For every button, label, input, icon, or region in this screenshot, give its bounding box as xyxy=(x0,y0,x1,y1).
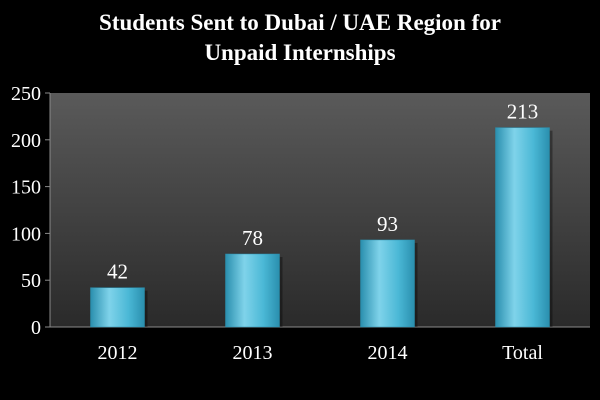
bar-2012 xyxy=(90,287,145,328)
x-tick-label-2014: 2014 xyxy=(368,342,408,364)
y-tick-label-200: 200 xyxy=(11,130,41,152)
data-label-total: 213 xyxy=(507,100,539,124)
x-axis-ticks: 2012 2013 2014 Total xyxy=(98,342,544,364)
y-tick-label-50: 50 xyxy=(21,270,41,292)
bar-2013 xyxy=(225,253,280,328)
bar-total xyxy=(495,127,550,328)
y-tick-label-250: 250 xyxy=(11,83,41,105)
y-tick-label-0: 0 xyxy=(31,317,41,339)
bars-group: 42 78 93 213 xyxy=(90,100,553,328)
x-tick-label-2012: 2012 xyxy=(98,342,138,364)
y-tick-label-150: 150 xyxy=(11,177,41,199)
data-label-2013: 78 xyxy=(242,226,263,250)
chart-title-line-1: Students Sent to Dubai / UAE Region for xyxy=(99,10,501,35)
data-label-2012: 42 xyxy=(107,260,128,284)
x-tick-label-total: Total xyxy=(502,342,543,364)
bar-2014 xyxy=(360,239,415,328)
chart-title: Students Sent to Dubai / UAE Region for … xyxy=(0,8,600,68)
x-tick-label-2013: 2013 xyxy=(233,342,273,364)
data-label-2014: 93 xyxy=(377,212,398,236)
chart-title-line-2: Unpaid Internships xyxy=(204,40,396,65)
y-axis-ticks: 0 50 100 150 200 250 xyxy=(11,83,50,339)
y-tick-label-100: 100 xyxy=(11,223,41,245)
